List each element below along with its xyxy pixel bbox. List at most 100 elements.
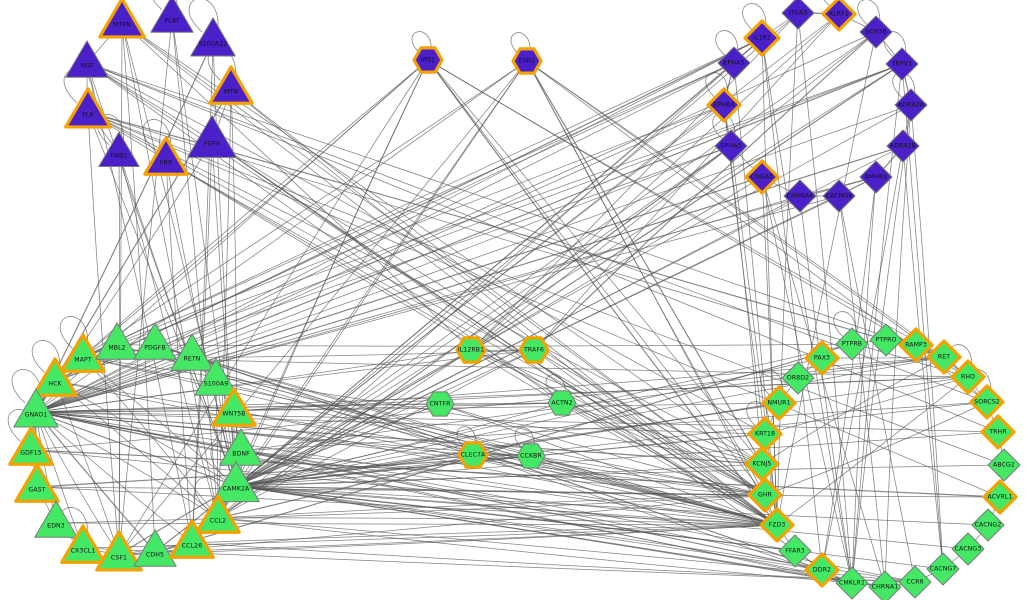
edge[interactable]	[86, 62, 945, 358]
edge[interactable]	[165, 159, 766, 496]
edge[interactable]	[211, 140, 237, 487]
edge[interactable]	[165, 159, 237, 487]
node-s100a12[interactable]: S100A12	[187, 15, 239, 67]
edge[interactable]	[82, 356, 766, 496]
edge[interactable]	[86, 62, 766, 435]
edge[interactable]	[799, 195, 853, 584]
edge[interactable]	[233, 410, 778, 526]
self-loop-edge[interactable]	[456, 426, 477, 450]
node-itga5[interactable]: ITGA5	[777, 0, 819, 34]
edge[interactable]	[191, 355, 853, 584]
edge[interactable]	[235, 62, 735, 487]
edge[interactable]	[235, 12, 799, 487]
self-loop-edge[interactable]	[510, 32, 531, 56]
edge[interactable]	[470, 349, 766, 496]
edge[interactable]	[118, 17, 173, 556]
self-loop-edge[interactable]	[411, 31, 432, 55]
edge[interactable]	[470, 13, 840, 351]
self-loop-edge[interactable]	[31, 340, 61, 373]
edge[interactable]	[211, 140, 778, 526]
edge[interactable]	[82, 356, 763, 465]
edge[interactable]	[235, 485, 778, 526]
edge[interactable]	[35, 176, 763, 413]
edge[interactable]	[235, 176, 763, 487]
edge[interactable]	[121, 21, 763, 465]
node-il12rb1[interactable]: IL12RB1	[452, 331, 490, 369]
edge[interactable]	[730, 145, 778, 526]
edge[interactable]	[526, 60, 763, 465]
edge[interactable]	[240, 450, 778, 526]
edge[interactable]	[35, 195, 840, 413]
self-loop-edge[interactable]	[746, 401, 770, 428]
edge[interactable]	[235, 376, 969, 487]
edge[interactable]	[82, 63, 903, 358]
node-cckbr[interactable]: CCKBR	[512, 437, 550, 475]
edge[interactable]	[35, 411, 193, 544]
node-trpv1[interactable]: TRPV1	[881, 43, 923, 85]
edge[interactable]	[235, 31, 877, 487]
self-loop-edge[interactable]	[545, 374, 566, 398]
edge[interactable]	[235, 343, 853, 487]
edge[interactable]	[35, 411, 796, 552]
edge[interactable]	[217, 517, 778, 526]
edge[interactable]	[470, 12, 799, 351]
edge[interactable]	[35, 145, 732, 413]
edge[interactable]	[35, 104, 912, 413]
edge[interactable]	[191, 40, 214, 544]
node-chrna4[interactable]: CHRNA4	[779, 175, 821, 217]
edge[interactable]	[533, 349, 766, 496]
edge[interactable]	[82, 356, 969, 378]
edge[interactable]	[35, 40, 214, 413]
edge[interactable]	[55, 522, 778, 526]
edge[interactable]	[54, 380, 120, 556]
edge[interactable]	[118, 60, 528, 556]
edge[interactable]	[240, 356, 945, 452]
node-epha4[interactable]: EPHA4	[703, 84, 745, 126]
edge[interactable]	[121, 21, 156, 553]
edge[interactable]	[533, 13, 840, 351]
edge[interactable]	[54, 59, 429, 382]
edge[interactable]	[235, 485, 989, 526]
edge[interactable]	[764, 376, 969, 435]
edge[interactable]	[82, 104, 725, 358]
edge[interactable]	[82, 59, 429, 358]
node-irs1[interactable]: IRS1	[409, 41, 447, 79]
edge[interactable]	[776, 376, 969, 526]
edge[interactable]	[35, 62, 735, 413]
edge[interactable]	[154, 343, 853, 553]
edge[interactable]	[154, 343, 853, 347]
edge[interactable]	[35, 63, 903, 413]
node-ngf[interactable]: NGF	[62, 38, 112, 88]
node-cacng8[interactable]: CACNG8	[818, 175, 860, 217]
edge[interactable]	[761, 176, 778, 526]
edge[interactable]	[217, 145, 732, 519]
node-fgf6[interactable]: FGF6	[184, 113, 240, 169]
edge[interactable]	[761, 37, 853, 584]
node-cnga3[interactable]: CNGA3	[741, 156, 783, 198]
edge[interactable]	[35, 411, 853, 584]
edge[interactable]	[35, 411, 237, 487]
edge[interactable]	[55, 494, 766, 524]
edge[interactable]	[838, 195, 916, 583]
edge[interactable]	[30, 449, 778, 526]
node-epha5[interactable]: EPHA5	[713, 42, 755, 84]
edge[interactable]	[851, 63, 903, 584]
node-traf6[interactable]: TRAF6	[515, 331, 553, 369]
edge[interactable]	[35, 411, 120, 556]
edge[interactable]	[86, 62, 193, 544]
edge[interactable]	[82, 37, 763, 358]
edge[interactable]	[82, 62, 735, 358]
self-loop-edge[interactable]	[59, 316, 89, 349]
edge[interactable]	[191, 524, 778, 544]
edge[interactable]	[901, 63, 944, 570]
edge[interactable]	[776, 31, 877, 526]
edge[interactable]	[526, 60, 945, 358]
edge[interactable]	[35, 402, 780, 413]
edge[interactable]	[36, 486, 778, 526]
self-loop-edge[interactable]	[142, 119, 172, 152]
edge[interactable]	[215, 380, 778, 526]
edge[interactable]	[35, 376, 969, 413]
edge[interactable]	[235, 195, 801, 487]
edge[interactable]	[30, 449, 1001, 498]
